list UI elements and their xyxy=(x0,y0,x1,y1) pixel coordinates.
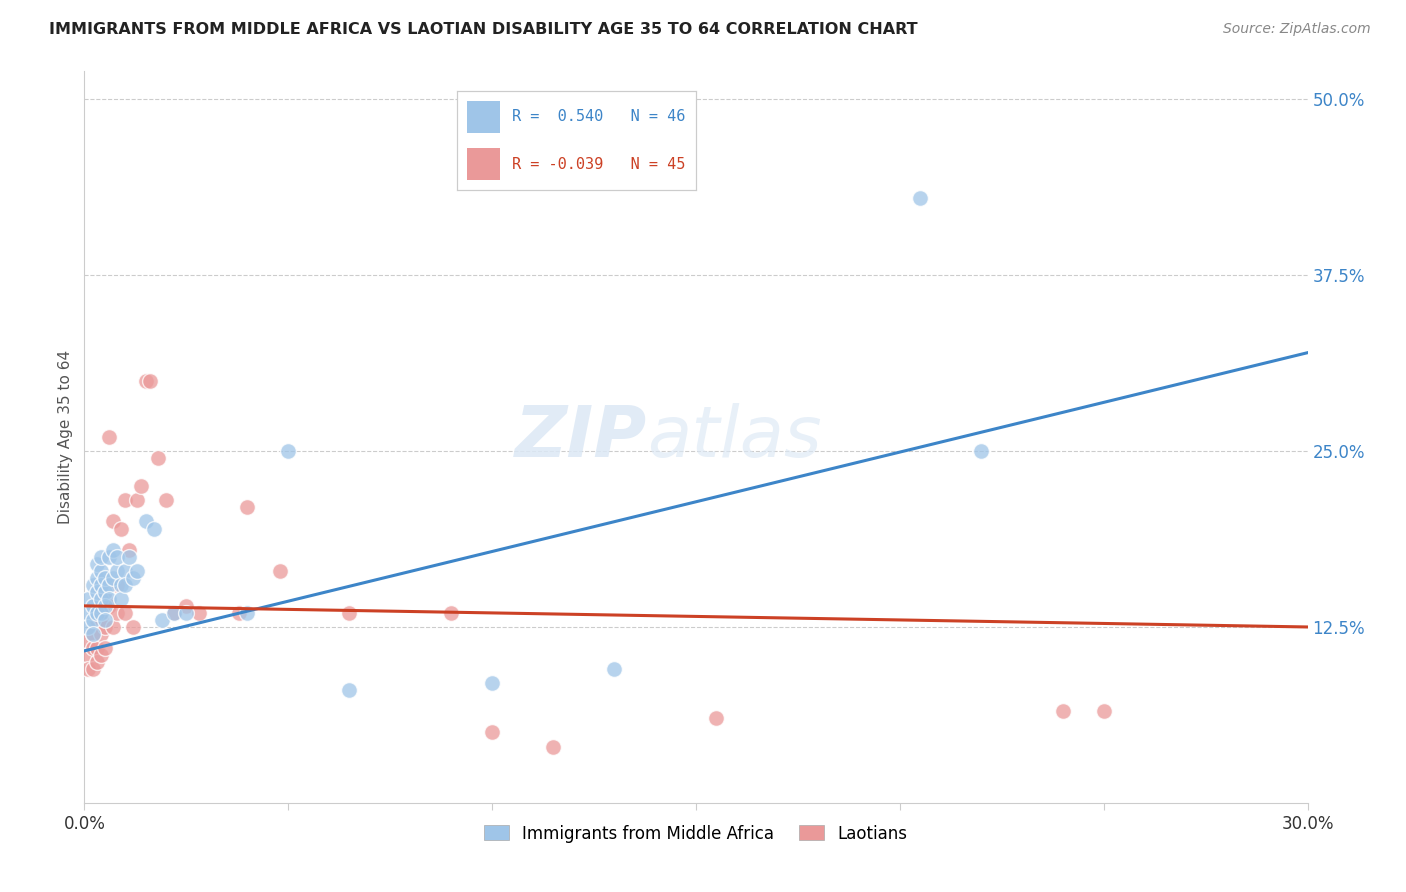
Point xyxy=(86,557,108,571)
Point xyxy=(135,374,157,388)
Text: Source: ZipAtlas.com: Source: ZipAtlas.com xyxy=(1223,22,1371,37)
Point xyxy=(82,613,104,627)
Point xyxy=(90,564,112,578)
Point xyxy=(77,634,100,648)
Point xyxy=(706,711,728,725)
Point xyxy=(481,676,503,690)
Point xyxy=(101,515,124,529)
Point xyxy=(135,515,157,529)
Point xyxy=(127,564,149,578)
Point xyxy=(114,493,136,508)
Point xyxy=(86,641,108,656)
Point xyxy=(86,584,108,599)
Point xyxy=(86,571,108,585)
Point xyxy=(82,578,104,592)
Point xyxy=(77,620,100,634)
Point xyxy=(82,599,104,613)
Point xyxy=(228,606,250,620)
Point xyxy=(339,683,361,698)
Point xyxy=(603,662,626,676)
Point xyxy=(174,599,197,613)
Point xyxy=(910,191,932,205)
Point xyxy=(77,648,100,662)
Point xyxy=(93,591,115,606)
Point xyxy=(122,571,145,585)
Point xyxy=(150,613,173,627)
Point xyxy=(105,549,128,564)
Point xyxy=(138,374,160,388)
Point xyxy=(105,606,128,620)
Point xyxy=(146,451,169,466)
Point xyxy=(105,564,128,578)
Point xyxy=(440,606,463,620)
Legend: Immigrants from Middle Africa, Laotians: Immigrants from Middle Africa, Laotians xyxy=(478,818,914,849)
Text: atlas: atlas xyxy=(647,402,821,472)
Point xyxy=(93,584,115,599)
Point xyxy=(90,591,112,606)
Point xyxy=(114,606,136,620)
Point xyxy=(127,493,149,508)
Point xyxy=(187,606,209,620)
Point xyxy=(82,627,104,641)
Point xyxy=(163,606,186,620)
Point xyxy=(163,606,186,620)
Point xyxy=(174,606,197,620)
Point xyxy=(82,662,104,676)
Point xyxy=(93,641,115,656)
Point xyxy=(269,564,291,578)
Point xyxy=(90,606,112,620)
Y-axis label: Disability Age 35 to 64: Disability Age 35 to 64 xyxy=(58,350,73,524)
Point xyxy=(118,542,141,557)
Point xyxy=(97,591,120,606)
Point xyxy=(142,521,165,535)
Point xyxy=(86,613,108,627)
Point xyxy=(110,591,132,606)
Point xyxy=(1052,705,1074,719)
Point xyxy=(90,578,112,592)
Point xyxy=(131,479,153,493)
Point xyxy=(114,564,136,578)
Point xyxy=(77,591,100,606)
Point xyxy=(86,606,108,620)
Point xyxy=(114,578,136,592)
Point xyxy=(90,613,112,627)
Text: ZIP: ZIP xyxy=(515,402,647,472)
Point xyxy=(93,613,115,627)
Point xyxy=(1092,705,1115,719)
Point xyxy=(236,500,259,515)
Point xyxy=(101,542,124,557)
Point xyxy=(82,627,104,641)
Point xyxy=(97,578,120,592)
Point xyxy=(236,606,259,620)
Point xyxy=(77,606,100,620)
Point xyxy=(122,620,145,634)
Point xyxy=(110,521,132,535)
Point xyxy=(543,739,565,754)
Point xyxy=(118,549,141,564)
Point xyxy=(339,606,361,620)
Point xyxy=(97,430,120,444)
Point xyxy=(277,444,299,458)
Point xyxy=(110,578,132,592)
Point xyxy=(481,725,503,739)
Point xyxy=(86,655,108,669)
Point xyxy=(93,620,115,634)
Point xyxy=(97,599,120,613)
Point xyxy=(97,549,120,564)
Point xyxy=(90,648,112,662)
Point xyxy=(90,627,112,641)
Point xyxy=(77,662,100,676)
Point xyxy=(90,549,112,564)
Point xyxy=(101,620,124,634)
Point xyxy=(82,641,104,656)
Point xyxy=(105,578,128,592)
Point xyxy=(101,571,124,585)
Text: IMMIGRANTS FROM MIDDLE AFRICA VS LAOTIAN DISABILITY AGE 35 TO 64 CORRELATION CHA: IMMIGRANTS FROM MIDDLE AFRICA VS LAOTIAN… xyxy=(49,22,918,37)
Point xyxy=(970,444,993,458)
Point xyxy=(93,571,115,585)
Point xyxy=(155,493,177,508)
Point xyxy=(93,599,115,613)
